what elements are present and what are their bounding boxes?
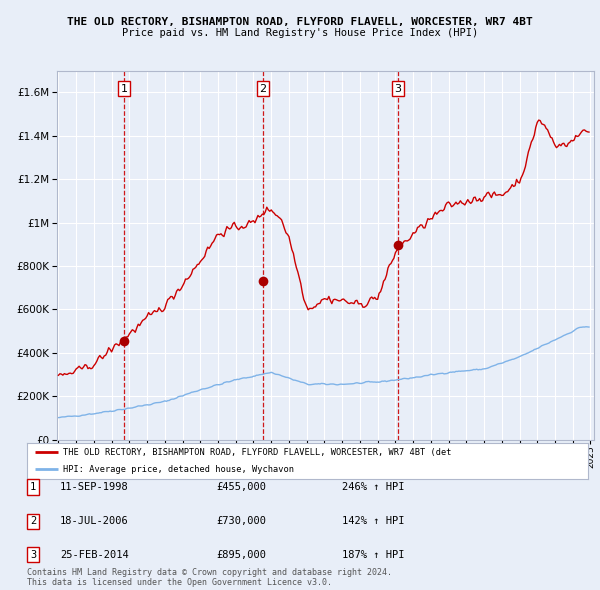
Text: £895,000: £895,000 — [216, 550, 266, 560]
Text: 25-FEB-2014: 25-FEB-2014 — [60, 550, 129, 560]
Text: Contains HM Land Registry data © Crown copyright and database right 2024.: Contains HM Land Registry data © Crown c… — [27, 568, 392, 576]
Text: 2: 2 — [260, 84, 266, 94]
Text: This data is licensed under the Open Government Licence v3.0.: This data is licensed under the Open Gov… — [27, 578, 332, 587]
Text: HPI: Average price, detached house, Wychavon: HPI: Average price, detached house, Wych… — [64, 465, 295, 474]
Text: 3: 3 — [30, 550, 36, 560]
Text: THE OLD RECTORY, BISHAMPTON ROAD, FLYFORD FLAVELL, WORCESTER, WR7 4BT (det: THE OLD RECTORY, BISHAMPTON ROAD, FLYFOR… — [64, 448, 452, 457]
Text: Price paid vs. HM Land Registry's House Price Index (HPI): Price paid vs. HM Land Registry's House … — [122, 28, 478, 38]
Text: 11-SEP-1998: 11-SEP-1998 — [60, 482, 129, 492]
Text: 1: 1 — [121, 84, 128, 94]
Text: 2: 2 — [30, 516, 36, 526]
Text: THE OLD RECTORY, BISHAMPTON ROAD, FLYFORD FLAVELL, WORCESTER, WR7 4BT: THE OLD RECTORY, BISHAMPTON ROAD, FLYFOR… — [67, 17, 533, 27]
Text: 18-JUL-2006: 18-JUL-2006 — [60, 516, 129, 526]
Text: 1: 1 — [30, 482, 36, 492]
Text: 246% ↑ HPI: 246% ↑ HPI — [342, 482, 404, 492]
Text: £455,000: £455,000 — [216, 482, 266, 492]
Text: 142% ↑ HPI: 142% ↑ HPI — [342, 516, 404, 526]
Text: 187% ↑ HPI: 187% ↑ HPI — [342, 550, 404, 560]
Text: 3: 3 — [394, 84, 401, 94]
Text: £730,000: £730,000 — [216, 516, 266, 526]
